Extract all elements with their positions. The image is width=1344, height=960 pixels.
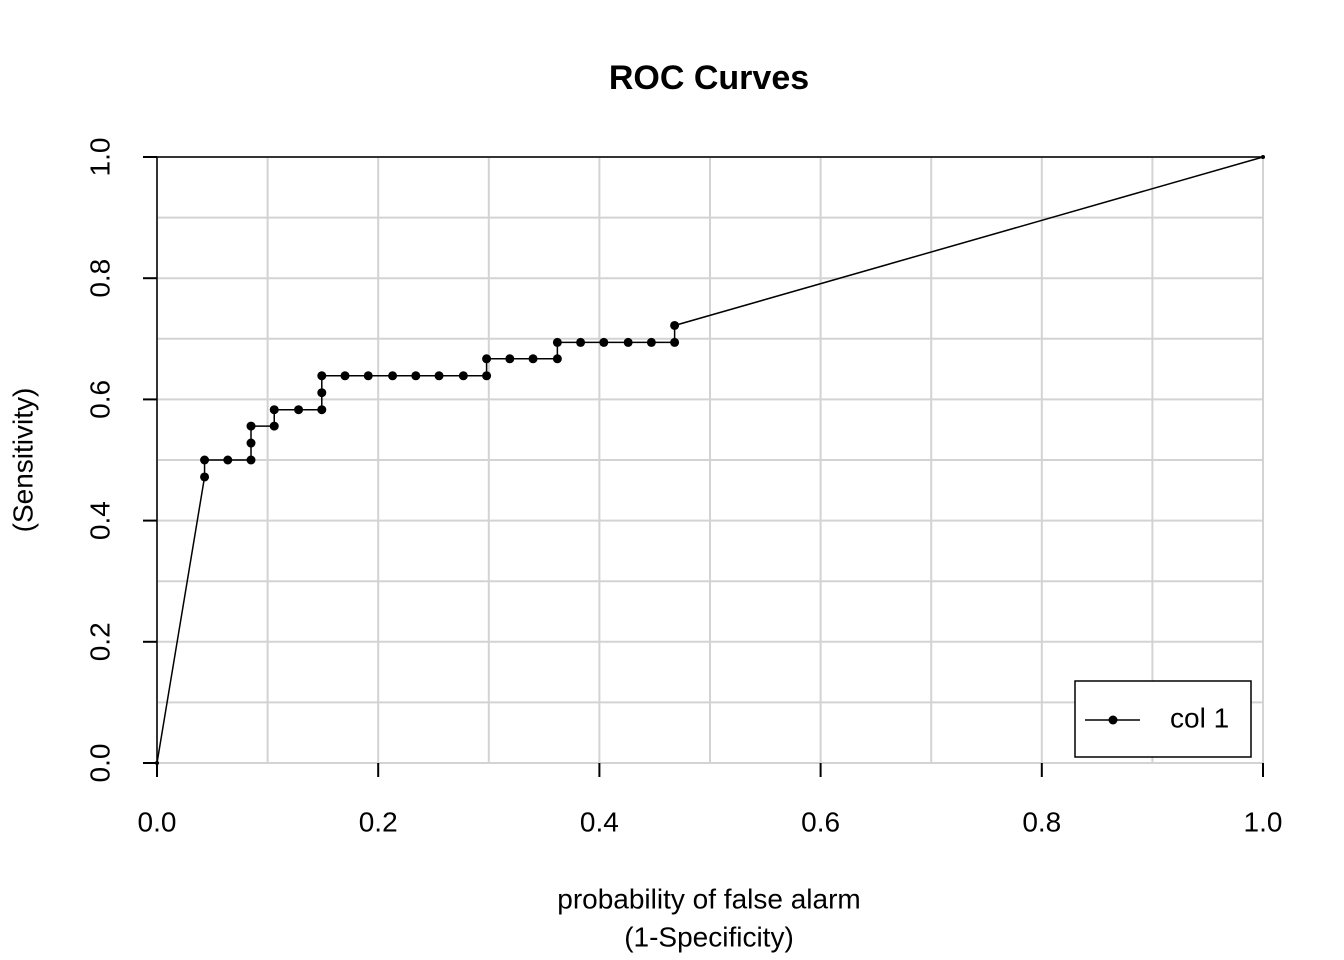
roc-point — [294, 405, 304, 415]
roc-point — [599, 337, 609, 347]
roc-point — [223, 455, 233, 465]
roc-point — [482, 371, 492, 381]
x-tick-label: 0.8 — [1022, 806, 1061, 837]
roc-point — [246, 455, 256, 465]
x-axis-label: probability of false alarm — [557, 883, 860, 914]
roc-point — [434, 371, 444, 381]
roc-point — [552, 354, 562, 364]
roc-point — [670, 320, 680, 330]
roc-point — [317, 371, 327, 381]
roc-point — [505, 354, 515, 364]
y-tick-label: 1.0 — [84, 138, 115, 177]
legend-box — [1074, 680, 1252, 758]
legend-label: col 1 — [1170, 702, 1229, 733]
roc-point — [200, 472, 210, 482]
roc-point — [363, 371, 373, 381]
x-tick-label: 0.2 — [359, 806, 398, 837]
x-tick-label: 0.4 — [580, 806, 619, 837]
roc-point — [411, 371, 421, 381]
roc-point — [646, 337, 656, 347]
y-tick-label: 0.6 — [84, 380, 115, 419]
x-axis-label: (1-Specificity) — [624, 921, 794, 952]
roc-point — [317, 388, 327, 398]
roc-point — [1261, 155, 1265, 159]
roc-point — [317, 405, 327, 415]
x-tick-label: 1.0 — [1244, 806, 1283, 837]
roc-point — [340, 371, 350, 381]
x-tick-label: 0.0 — [138, 806, 177, 837]
roc-point — [552, 337, 562, 347]
y-tick-label: 0.4 — [84, 501, 115, 540]
y-tick-label: 0.2 — [84, 622, 115, 661]
roc-point — [269, 421, 279, 431]
y-tick-label: 0.8 — [84, 259, 115, 298]
x-tick-label: 0.6 — [801, 806, 840, 837]
y-tick-label: 0.0 — [84, 744, 115, 783]
roc-point — [200, 455, 210, 465]
y-axis-label: (Sensitivity) — [7, 388, 38, 533]
roc-point — [246, 421, 256, 431]
roc-point — [269, 405, 279, 415]
roc-point — [482, 354, 492, 364]
roc-point — [528, 354, 538, 364]
roc-point — [458, 371, 468, 381]
roc-point — [155, 761, 159, 765]
roc-point — [246, 438, 256, 448]
chart-title: ROC Curves — [609, 59, 809, 97]
roc-point — [623, 337, 633, 347]
legend-marker — [1108, 715, 1118, 725]
roc-point — [670, 337, 680, 347]
roc-point — [388, 371, 398, 381]
roc-point — [576, 337, 586, 347]
